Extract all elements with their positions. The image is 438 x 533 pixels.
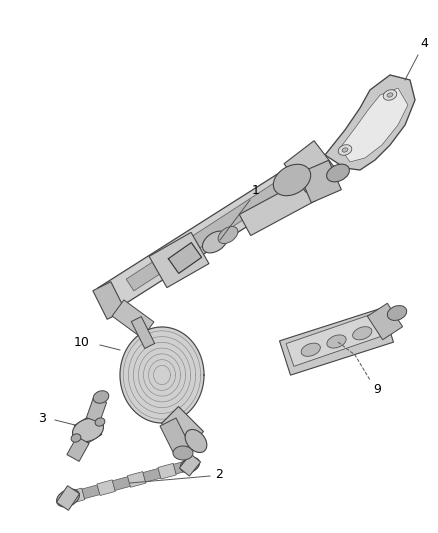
Ellipse shape <box>387 93 393 97</box>
Ellipse shape <box>387 305 407 320</box>
Polygon shape <box>98 158 318 312</box>
Ellipse shape <box>338 145 352 155</box>
Ellipse shape <box>185 430 207 453</box>
Text: 4: 4 <box>420 37 428 50</box>
Text: 10: 10 <box>74 335 90 349</box>
Polygon shape <box>126 162 314 291</box>
Polygon shape <box>82 485 100 499</box>
Polygon shape <box>367 303 403 340</box>
Ellipse shape <box>327 164 350 182</box>
Polygon shape <box>112 300 154 338</box>
Polygon shape <box>158 463 177 479</box>
Polygon shape <box>120 327 204 423</box>
Text: 3: 3 <box>38 411 46 424</box>
Polygon shape <box>86 398 106 422</box>
Polygon shape <box>340 88 408 162</box>
Polygon shape <box>127 472 146 487</box>
Ellipse shape <box>273 164 311 196</box>
Ellipse shape <box>95 418 105 426</box>
Ellipse shape <box>301 343 320 357</box>
Polygon shape <box>57 486 80 510</box>
Ellipse shape <box>173 446 193 460</box>
Ellipse shape <box>353 327 372 340</box>
Polygon shape <box>143 469 161 482</box>
Polygon shape <box>160 418 190 454</box>
Polygon shape <box>131 317 155 349</box>
Polygon shape <box>67 437 89 462</box>
Polygon shape <box>180 454 201 476</box>
Polygon shape <box>284 141 336 192</box>
Polygon shape <box>113 477 131 490</box>
Ellipse shape <box>383 90 397 100</box>
Ellipse shape <box>57 489 79 507</box>
Text: 2: 2 <box>215 467 223 481</box>
Text: 1: 1 <box>252 184 260 197</box>
Ellipse shape <box>180 457 200 473</box>
Ellipse shape <box>202 231 228 253</box>
Polygon shape <box>67 488 85 504</box>
Polygon shape <box>299 160 341 203</box>
Text: 9: 9 <box>373 383 381 396</box>
Polygon shape <box>325 75 415 170</box>
Ellipse shape <box>218 227 238 244</box>
Polygon shape <box>286 312 387 366</box>
Polygon shape <box>168 243 201 273</box>
Polygon shape <box>279 308 393 375</box>
Polygon shape <box>93 281 125 319</box>
Polygon shape <box>173 460 191 474</box>
Polygon shape <box>74 416 102 445</box>
Polygon shape <box>149 232 209 288</box>
Polygon shape <box>97 480 115 496</box>
Ellipse shape <box>93 391 109 403</box>
Ellipse shape <box>342 148 348 152</box>
Polygon shape <box>162 407 204 448</box>
Polygon shape <box>239 180 316 236</box>
Ellipse shape <box>327 335 346 348</box>
Ellipse shape <box>73 418 103 442</box>
Ellipse shape <box>71 434 81 442</box>
